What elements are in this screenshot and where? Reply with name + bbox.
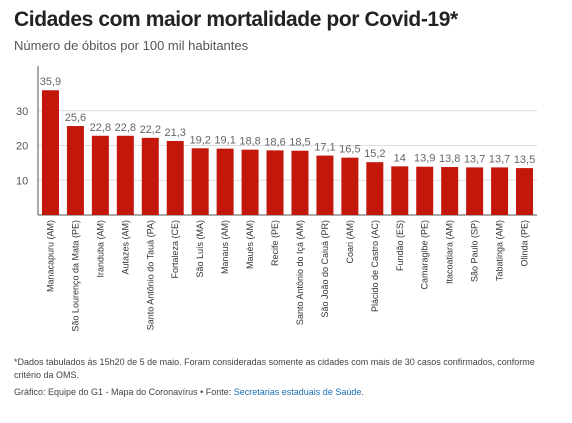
category-label: Tabatinga (AM) [495, 220, 505, 281]
value-label: 25,6 [65, 112, 86, 124]
category-label: Coari (AM) [345, 220, 355, 264]
category-label: São Lourenço da Mata (PE) [70, 220, 80, 332]
footnote: *Dados tabulados às 15h20 de 5 de maio. … [14, 357, 535, 380]
category-label: Plácido de Castro (AC) [370, 220, 380, 312]
bar [316, 155, 334, 215]
bar-chart: 10 20 30 35,9 Manacapuru (AM) 25,6 São Lourenç… [16, 66, 537, 332]
bar [116, 135, 134, 215]
value-label: 16,5 [339, 144, 360, 156]
category-label: Fundão (ES) [395, 220, 405, 271]
bar [366, 162, 384, 215]
value-label: 13,5 [514, 154, 535, 166]
value-label: 35,9 [40, 76, 61, 88]
value-label: 15,2 [364, 148, 385, 160]
value-label: 13,7 [464, 153, 485, 165]
bar [516, 168, 534, 215]
value-label: 17,1 [314, 142, 335, 154]
value-label: 18,5 [289, 137, 310, 149]
category-label: Camaragibe (PE) [420, 220, 430, 290]
category-label: Santo Antônio do Içá (AM) [295, 220, 305, 325]
credit-suffix: . [361, 387, 364, 397]
bar [491, 167, 509, 215]
category-label: Santo Antônio do Tauá (PA) [145, 220, 155, 330]
credit-prefix: Gráfico: Equipe do G1 - Mapa do Coronaví… [14, 387, 234, 397]
category-label: São João do Caiuá (PR) [320, 220, 330, 318]
value-label: 13,7 [489, 153, 510, 165]
category-label: Recife (PE) [270, 220, 280, 266]
credit-line: Gráfico: Equipe do G1 - Mapa do Coronaví… [14, 387, 364, 397]
bar [141, 137, 159, 215]
chart-subtitle: Número de óbitos por 100 mil habitantes [14, 38, 249, 53]
bar [66, 126, 84, 215]
value-label: 14 [394, 152, 406, 164]
bar [241, 149, 259, 215]
value-label: 19,1 [214, 135, 235, 147]
bar [391, 166, 409, 215]
bar [341, 157, 359, 215]
source-link[interactable]: Secretarias estaduais de Saúde [233, 387, 362, 397]
category-label: Manaus (AM) [220, 220, 230, 274]
bar [416, 166, 434, 215]
bar [91, 135, 109, 215]
bar [216, 148, 234, 215]
value-label: 18,8 [239, 136, 260, 148]
value-label: 22,2 [140, 124, 161, 136]
category-label: Manacapuru (AM) [45, 220, 55, 292]
value-label: 13,9 [414, 153, 435, 165]
chart-title: Cidades com maior mortalidade por Covid-… [14, 8, 458, 31]
value-label: 22,8 [115, 122, 136, 134]
category-label: Itacoatiara (AM) [445, 220, 455, 284]
bar [466, 167, 484, 215]
category-label: Fortaleza (CE) [170, 220, 180, 279]
category-label: São Paulo (SP) [470, 220, 480, 282]
value-label: 19,2 [189, 134, 210, 146]
y-tick-label: 10 [16, 175, 28, 187]
bar [41, 90, 59, 215]
value-label: 18,6 [264, 136, 285, 148]
bar [166, 140, 184, 215]
category-label: Iranduba (AM) [95, 220, 105, 278]
bar [191, 148, 209, 215]
value-label: 22,8 [90, 122, 111, 134]
category-label: São Luís (MA) [195, 220, 205, 278]
value-label: 21,3 [165, 127, 186, 139]
category-label: Maués (AM) [245, 220, 255, 269]
bar [441, 167, 459, 215]
y-tick-label: 20 [16, 141, 28, 153]
bar [291, 150, 309, 215]
y-tick-label: 30 [16, 106, 28, 118]
category-label: Olinda (PE) [520, 220, 530, 267]
value-label: 13,8 [439, 153, 460, 165]
category-label: Autazes (AM) [120, 220, 130, 275]
bar [266, 150, 284, 215]
